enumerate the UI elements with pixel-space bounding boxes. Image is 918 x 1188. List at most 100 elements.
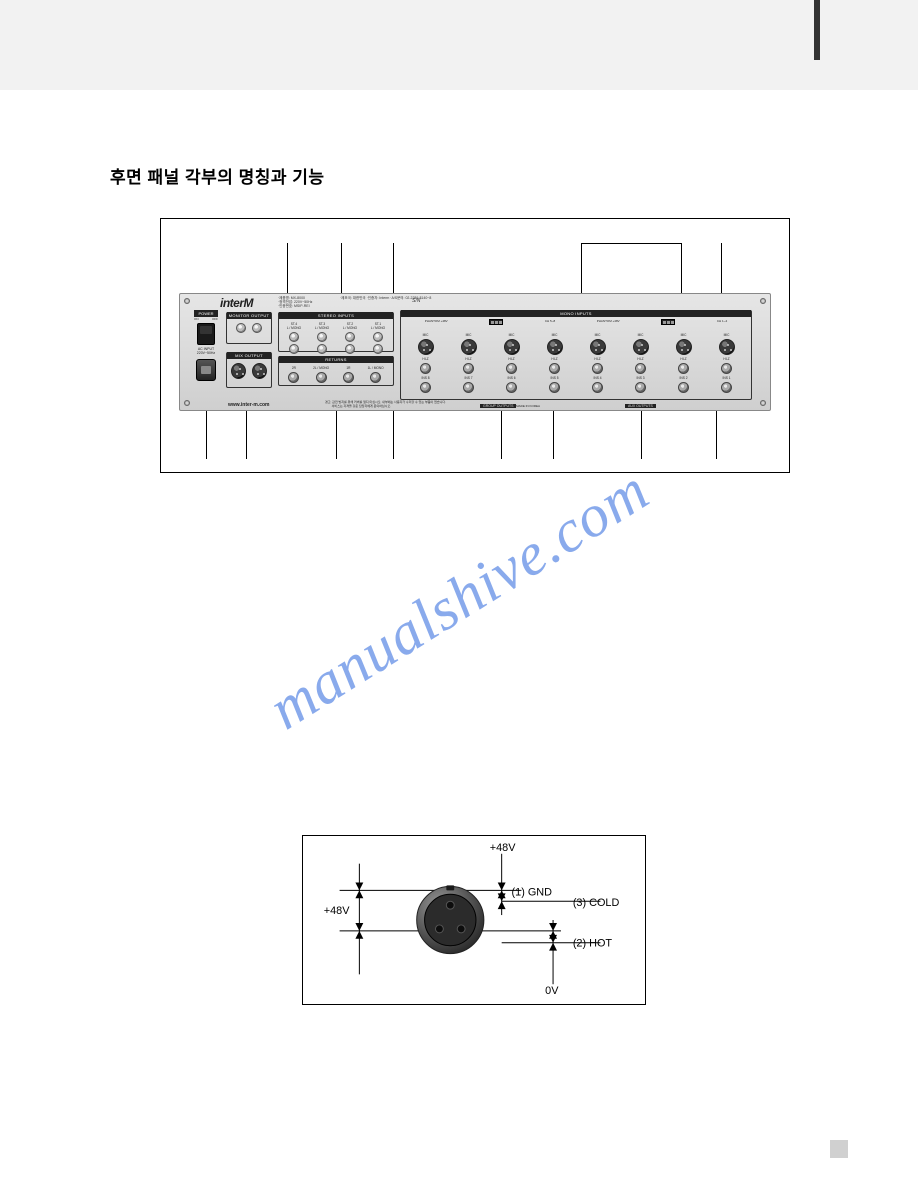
phantom-label: PHANTOM +48V [597, 319, 620, 325]
line-label: HI-Z [680, 357, 686, 361]
power-off-label: OFF [212, 317, 218, 321]
mono-insert: INS 8 [420, 376, 431, 393]
dip-switch [489, 319, 503, 325]
callout-line [716, 409, 717, 459]
callout-line [287, 243, 288, 293]
returns-col-label: 2L / MONO [313, 366, 329, 370]
rca-jack [373, 332, 383, 342]
mic-label: MIC [509, 333, 515, 337]
callout-line [246, 409, 247, 459]
callout-line [581, 243, 681, 244]
stereo-col-label: ST.2 L / MONO [343, 322, 357, 330]
xlr-pinout-diagram: +48V +48V 0V (1) GND (3) COLD (2) HOT [303, 836, 645, 1004]
mix-output-section: MIX OUTPUT [226, 352, 272, 388]
power-on-label: ON [194, 317, 199, 321]
quarter-jack [343, 372, 354, 383]
callout-line [681, 243, 682, 293]
quarter-jack [506, 382, 517, 393]
callout-line [393, 243, 394, 293]
phantom-label: PHANTOM +48V [425, 319, 448, 325]
insert-label: INS 4 [594, 376, 602, 380]
mono-line: HI-Z [635, 357, 646, 374]
ac-inlet [196, 359, 216, 381]
mono-line: HI-Z [549, 357, 560, 374]
pinout-pin2: (2) HOT [573, 938, 613, 950]
stereo-col-label: ST.3 L / MONO [315, 322, 329, 330]
mono-channel: MIC [633, 333, 649, 355]
returns-col-label: 2R [292, 366, 296, 370]
mono-channel: MIC [547, 333, 563, 355]
line-row: HI-Z HI-Z HI-Z HI-Z HI-Z HI-Z HI-Z HI-Z [401, 357, 751, 376]
mono-channel: MIC [418, 333, 434, 355]
stereo-inputs-section: STEREO INPUTS ST.4 L / MONO ST.3 L / MON… [278, 312, 394, 352]
line-label: HI-Z [422, 357, 428, 361]
quarter-jack [463, 363, 474, 374]
mono-channel: MIC [676, 333, 692, 355]
quarter-jack [721, 382, 732, 393]
rca-jack [373, 344, 383, 354]
returns-section: RETURNS 2R 2L / MONO 1R 1L / MONO [278, 356, 394, 386]
rear-panel-frame: interM ·제품명: MX-8000 ·정격전압: 220V~50Hz ·인… [160, 218, 790, 473]
mic-label: MIC [595, 333, 601, 337]
quarter-jack [635, 363, 646, 374]
quarter-jack [678, 363, 689, 374]
xlr-jack [547, 339, 563, 355]
footer-url: www.inter-m.com [228, 402, 270, 408]
screw-icon [760, 298, 766, 304]
screw-icon [184, 400, 190, 406]
returns-col-label: 1R [346, 366, 350, 370]
line-label: HI-Z [594, 357, 600, 361]
line-label: HI-Z [465, 357, 471, 361]
quarter-jack [463, 382, 474, 393]
pinout-pin3: (3) COLD [573, 897, 620, 909]
channel-range-label: CH 1~4 [717, 319, 727, 325]
dip-switch [661, 319, 675, 325]
mono-inputs-label: MONO INPUTS [401, 310, 751, 317]
pinout-48v-top: +48V [490, 842, 516, 854]
mono-channel: MIC [504, 333, 520, 355]
callout-line [501, 409, 502, 459]
quarter-jack [635, 382, 646, 393]
mono-insert: INS 3 [635, 376, 646, 393]
quarter-jack [678, 382, 689, 393]
callout-line [393, 409, 394, 459]
brand-logo: interM [220, 296, 253, 310]
ac-input-label: AC INPUT 220V~50Hz [194, 347, 218, 355]
mono-line: HI-Z [463, 357, 474, 374]
quarter-jack [316, 372, 327, 383]
rca-jack [317, 344, 327, 354]
mono-channel: MIC [590, 333, 606, 355]
mono-line: HI-Z [592, 357, 603, 374]
monitor-output-section: MONITOR OUTPUT [226, 312, 272, 344]
header-mark [814, 0, 820, 60]
line-label: HI-Z [637, 357, 643, 361]
insert-label: INS 1 [723, 376, 731, 380]
callout-line [721, 243, 722, 293]
section-title: 후면 패널 각부의 명칭과 기능 [110, 163, 325, 188]
rca-jack [345, 332, 355, 342]
mono-insert: INS 2 [678, 376, 689, 393]
xlr-jack [231, 363, 246, 379]
screw-icon [184, 298, 190, 304]
callout-line [641, 409, 642, 459]
header-bar [0, 0, 918, 90]
screw-icon [760, 400, 766, 406]
callout-line [341, 243, 342, 293]
group-outputs-label: GROUP OUTPUTS [480, 404, 516, 408]
mic-label: MIC [423, 333, 429, 337]
insert-label: INS 5 [551, 376, 559, 380]
returns-col-label: 1L / MONO [368, 366, 384, 370]
power-label: POWER [194, 310, 218, 317]
callout-line [336, 409, 337, 459]
line-label: HI-Z [508, 357, 514, 361]
channel-range-label: CH 5~8 [545, 319, 555, 325]
quarter-jack [721, 363, 732, 374]
xlr-jack [590, 339, 606, 355]
quarter-jack [592, 363, 603, 374]
mono-insert: INS 5 [549, 376, 560, 393]
line-label: HI-Z [723, 357, 729, 361]
xlr-jack [719, 339, 735, 355]
mono-insert: INS 1 [721, 376, 732, 393]
xlr-row: MICMICMICMICMICMICMICMIC [401, 325, 751, 357]
xlr-jack [252, 363, 267, 379]
